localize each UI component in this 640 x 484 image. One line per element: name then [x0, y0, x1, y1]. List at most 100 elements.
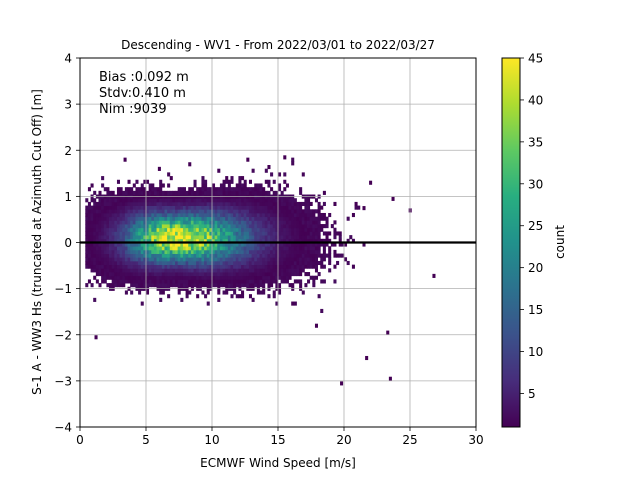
heatmap-cell	[241, 249, 245, 254]
heatmap-cell	[206, 231, 210, 236]
heatmap-cell	[296, 268, 300, 273]
heatmap-cell	[241, 260, 245, 266]
heatmap-cell	[87, 220, 91, 225]
heatmap-cell	[159, 227, 163, 232]
heatmap-cell	[314, 268, 318, 273]
heatmap-cell	[227, 231, 231, 236]
heatmap-cell	[138, 231, 142, 236]
heatmap-cell	[138, 201, 142, 206]
chart-title: Descending - WV1 - From 2022/03/01 to 20…	[121, 38, 435, 52]
heatmap-cell	[111, 231, 115, 236]
heatmap-cell	[317, 235, 321, 240]
heatmap-cell	[280, 260, 284, 266]
heatmap-cell	[143, 246, 147, 251]
heatmap-cell	[278, 187, 282, 192]
heatmap-cell	[114, 227, 118, 232]
heatmap-cell	[272, 253, 276, 258]
heatmap-cell	[256, 260, 260, 266]
heatmap-cell	[312, 246, 316, 251]
heatmap-cell	[209, 275, 213, 280]
heatmap-cell	[254, 227, 258, 232]
heatmap-cell	[235, 198, 239, 203]
heatmap-cell	[312, 227, 316, 232]
heatmap-cell	[156, 275, 160, 280]
heatmap-cell	[85, 283, 89, 288]
heatmap-cell	[177, 201, 181, 206]
heatmap-cell	[248, 190, 252, 195]
heatmap-cell	[180, 190, 184, 195]
heatmap-cell	[109, 264, 113, 269]
heatmap-cell	[151, 190, 155, 195]
heatmap-cell	[101, 231, 105, 236]
heatmap-cell	[235, 235, 239, 240]
heatmap-cell	[146, 179, 150, 184]
heatmap-cell	[251, 275, 255, 280]
heatmap-cell	[161, 290, 165, 295]
heatmap-cell	[225, 246, 229, 251]
heatmap-cell	[116, 235, 120, 240]
heatmap-cell	[148, 246, 152, 251]
heatmap-cell	[341, 242, 345, 247]
heatmap-cell	[235, 231, 239, 236]
heatmap-cell	[172, 198, 176, 203]
heatmap-cell	[248, 198, 252, 203]
heatmap-cell	[243, 253, 247, 258]
heatmap-cell	[188, 238, 192, 243]
heatmap-cell	[212, 264, 216, 269]
heatmap-cell	[196, 260, 200, 266]
heatmap-cell	[278, 257, 282, 262]
heatmap-cell	[288, 235, 292, 240]
heatmap-cell	[267, 205, 271, 210]
heatmap-cell	[270, 257, 274, 262]
heatmap-cell	[262, 231, 266, 236]
heatmap-cell	[103, 212, 107, 218]
heatmap-cell	[114, 249, 118, 254]
heatmap-cell	[135, 212, 139, 218]
heatmap-cell	[156, 198, 160, 203]
heatmap-cell	[338, 253, 342, 258]
heatmap-cell	[312, 235, 316, 240]
heatmap-cell	[299, 268, 303, 273]
heatmap-cell	[164, 205, 168, 210]
heatmap-cell	[188, 260, 192, 266]
heatmap-cell	[206, 290, 210, 295]
heatmap-cell	[235, 275, 239, 280]
heatmap-cell	[296, 235, 300, 240]
heatmap-cell	[275, 220, 279, 225]
heatmap-cell	[288, 249, 292, 254]
heatmap-cell	[320, 260, 324, 266]
heatmap-cell	[146, 268, 150, 273]
heatmap-cell	[156, 216, 160, 221]
heatmap-cell	[296, 227, 300, 232]
heatmap-cell	[90, 224, 94, 229]
heatmap-cell	[193, 209, 197, 214]
heatmap-cell	[114, 279, 118, 284]
heatmap-cell	[285, 212, 289, 218]
heatmap-cell	[135, 275, 139, 280]
heatmap-cell	[153, 264, 157, 269]
heatmap-cell	[312, 257, 316, 262]
heatmap-cell	[206, 205, 210, 210]
heatmap-cell	[217, 290, 221, 295]
heatmap-cell	[262, 187, 266, 192]
heatmap-cell	[103, 253, 107, 258]
heatmap-cell	[354, 205, 358, 210]
heatmap-cell	[320, 212, 324, 218]
heatmap-cell	[148, 205, 152, 210]
heatmap-cell	[93, 253, 97, 258]
heatmap-cell	[185, 201, 189, 206]
heatmap-cell	[209, 249, 213, 254]
heatmap-cell	[167, 212, 171, 218]
heatmap-cell	[180, 220, 184, 225]
heatmap-cell	[119, 212, 123, 218]
heatmap-cell	[320, 264, 324, 269]
heatmap-cell	[198, 187, 202, 192]
heatmap-cell	[159, 212, 163, 218]
heatmap-cell	[151, 212, 155, 218]
heatmap-cell	[93, 249, 97, 254]
heatmap-cell	[167, 249, 171, 254]
heatmap-cell	[196, 227, 200, 232]
heatmap-cell	[280, 253, 284, 258]
heatmap-cell	[278, 290, 282, 295]
heatmap-cell	[217, 264, 221, 269]
